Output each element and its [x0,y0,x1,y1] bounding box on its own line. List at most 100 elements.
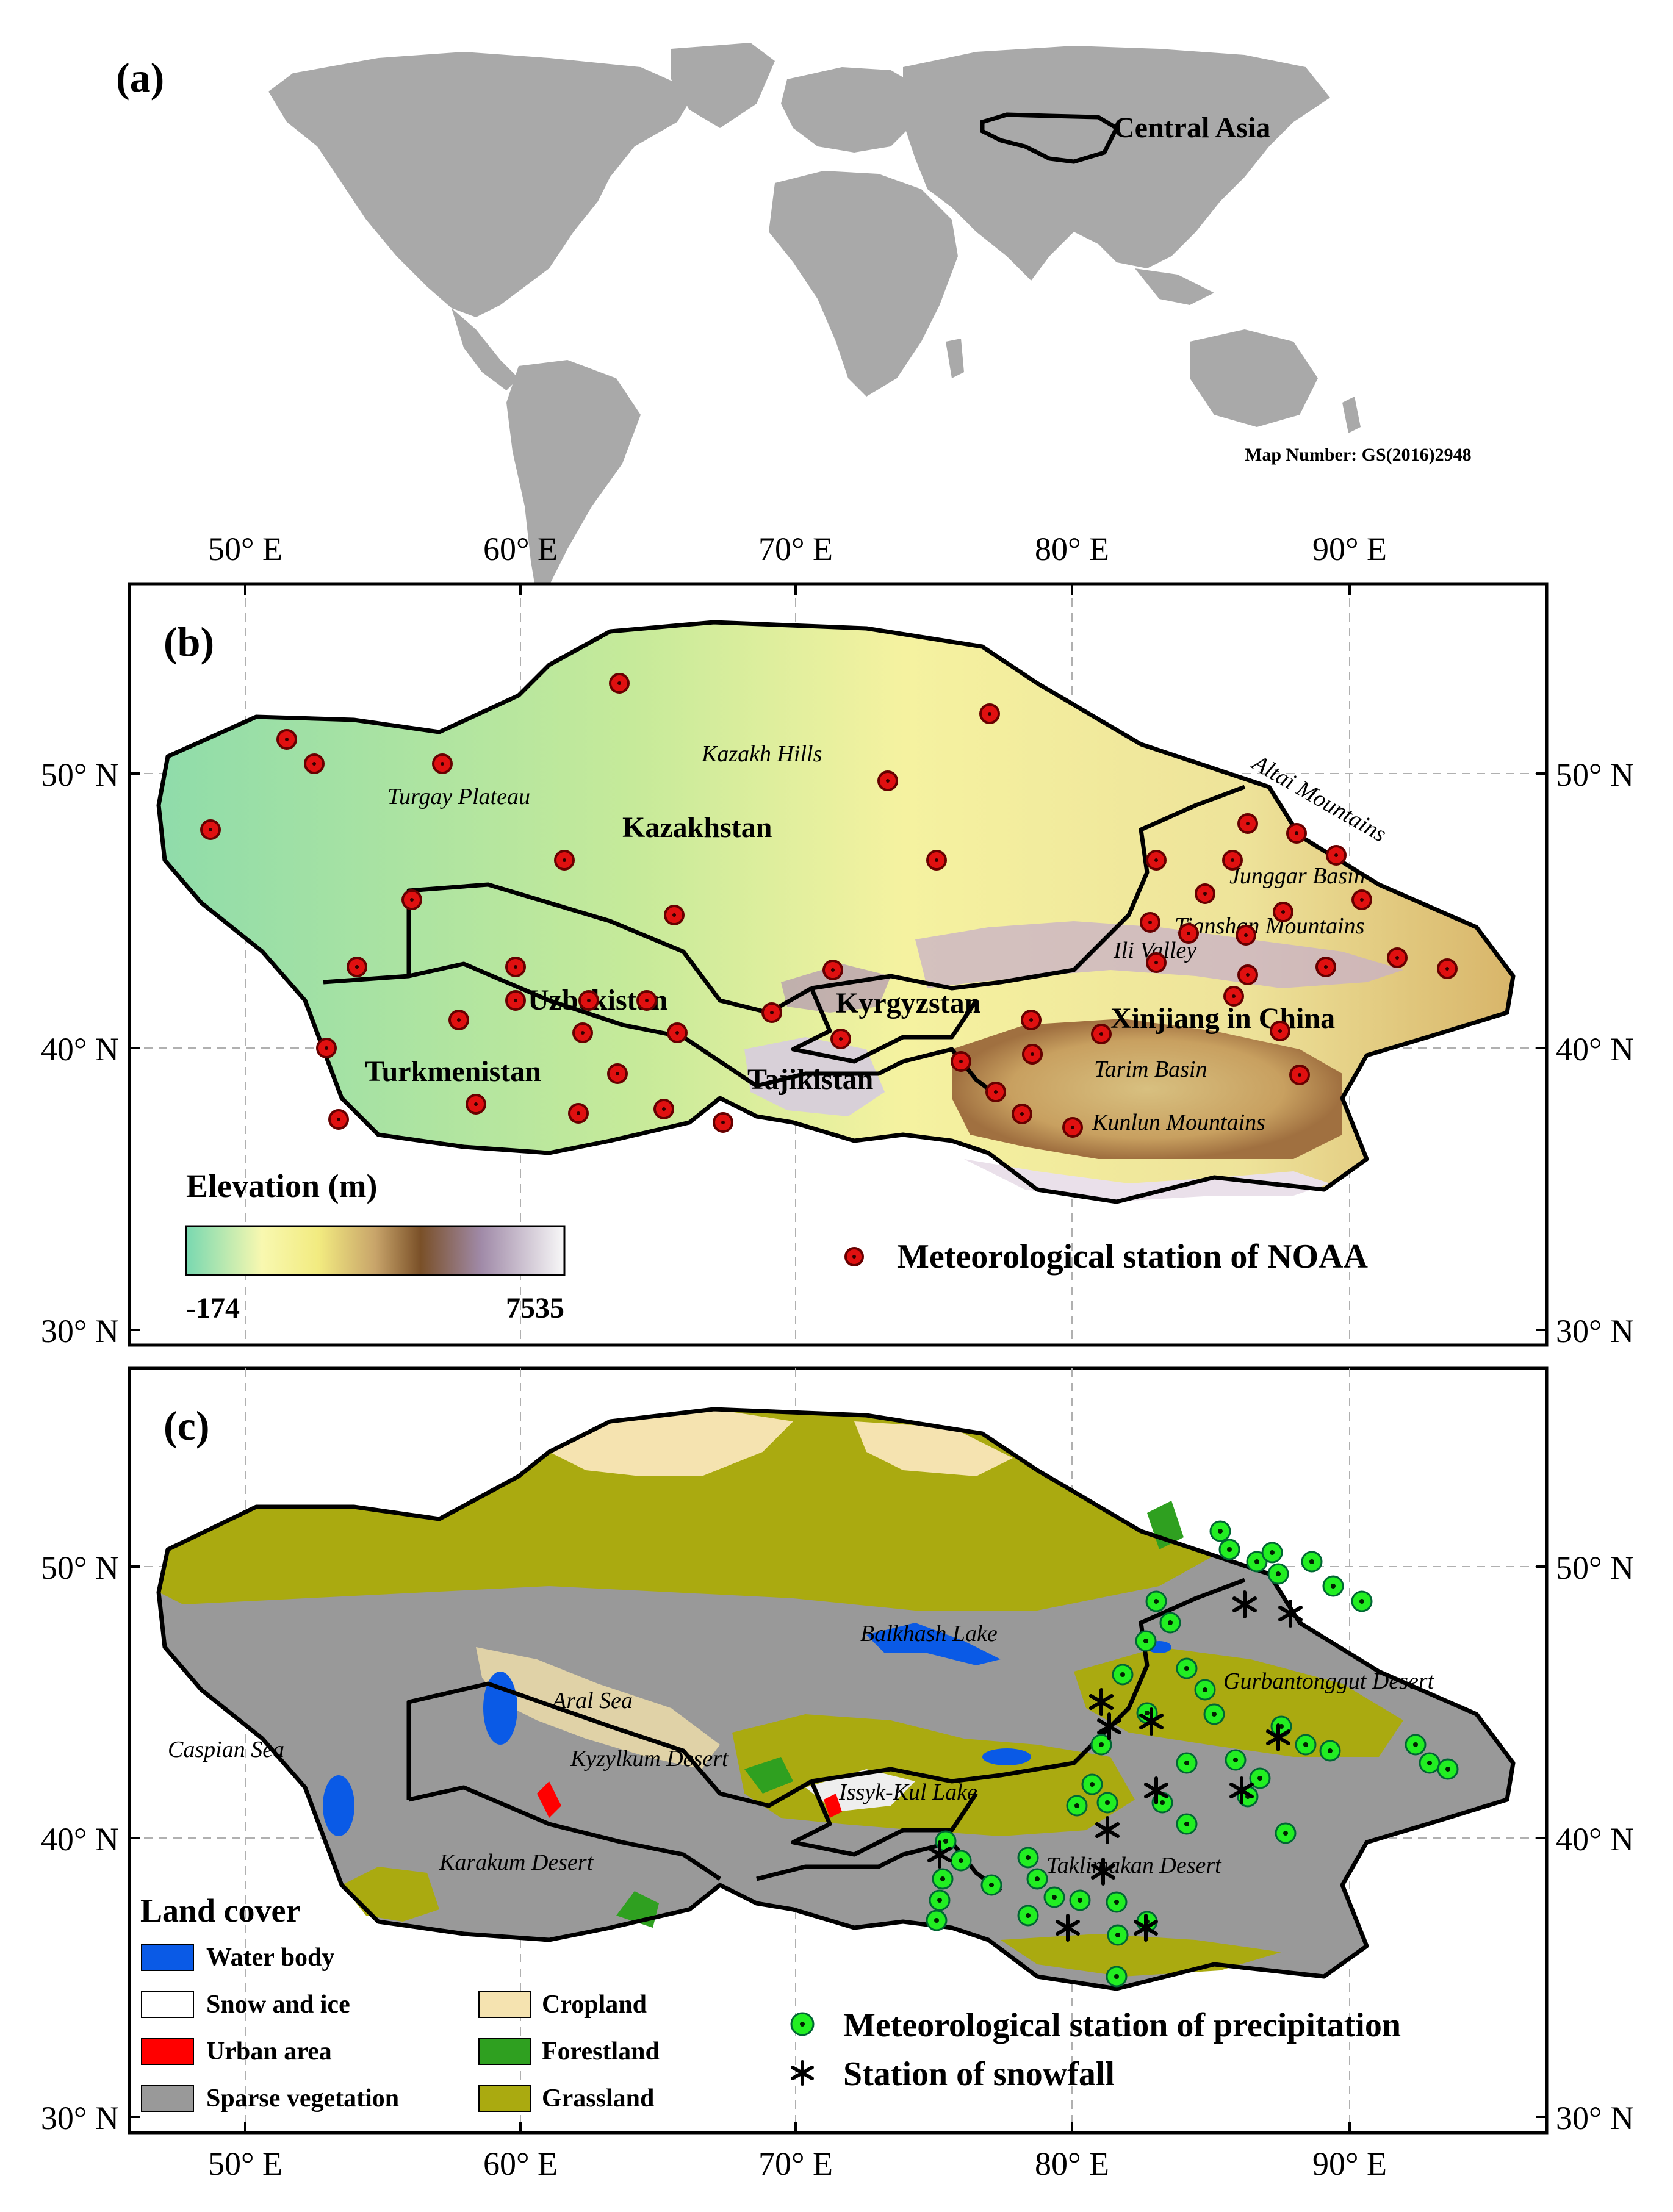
lon-tick-label: 60° E [483,531,558,567]
panel-b-lat-ticks: 50° N 40° N 30° N 50° N 40° N 30° N [41,756,1634,1349]
feature-label: Karakum Desert [439,1850,594,1875]
snowfall-stations [927,1590,1303,1942]
legend-label-forestland: Forestland [542,2038,660,2066]
panel-b-frame-ticks [129,584,1547,1331]
elevation-max-label: 7535 [506,1292,564,1324]
panel-c-feature-labels: Caspian Sea Aral Sea Kyzylkum Desert Kar… [168,1621,1435,1878]
lat-tick-label: 50° N [41,756,119,793]
snowfall-station-marker [1139,1707,1164,1736]
elevation-legend-title: Elevation (m) [186,1168,377,1204]
feature-label: Turgay Plateau [387,784,530,810]
snowfall-station-marker [1091,1858,1115,1886]
world-map [268,43,1361,598]
noaa-stations [200,673,1458,1138]
lon-tick-label: 90° E [1312,2146,1387,2182]
lat-tick-label: 40° N [41,1031,119,1068]
snowfall-station-marker [1056,1914,1080,1942]
panel-c-frame-ticks [129,1565,1547,2133]
panel-b-lon-ticks: 50° E 60° E 70° E 80° E 90° E [208,531,1387,567]
lat-tick-label: 50° N [41,1549,119,1586]
snowfall-station-marker [1097,1712,1121,1740]
lat-tick-label: 30° N [41,2100,119,2136]
legend-swatch-grassland [478,2085,531,2112]
legend-swatch-cropland [478,1991,531,2018]
feature-label: Tianshan Mountains [1175,913,1364,939]
panel-c-label: (c) [164,1402,209,1449]
country-label-xinjiang: Xinjiang in China [1110,1002,1335,1035]
lon-tick-label: 90° E [1312,531,1387,567]
lat-tick-label: 30° N [1556,1313,1634,1349]
feature-label: Taklimakan Desert [1046,1853,1222,1878]
panel-b-label: (b) [164,619,214,665]
lat-tick-label: 50° N [1556,1549,1634,1586]
lon-tick-label: 80° E [1035,2146,1109,2182]
map-number-label: Map Number: GS(2016)2948 [1245,445,1472,465]
country-label-kyrgyzstan: Kyrgyzstan [836,987,980,1019]
elevation-legend: Elevation (m) -174 7535 [185,1168,566,1324]
station-legend-c: Meteorological station of precipitation … [790,2006,1401,2093]
panel-c: 50° E 60° E 70° E 80° E 90° E 50° N 40° … [41,1366,1634,2182]
lon-tick-label: 50° E [208,531,282,567]
snowfall-station-marker [927,1840,952,1869]
legend-swatch-snow-ice [141,1991,194,2018]
feature-label: Kunlun Mountains [1092,1110,1265,1135]
lon-tick-label: 70° E [758,2146,833,2182]
feature-label: Kazakh Hills [701,741,822,767]
central-asia-outline [980,112,1120,164]
lat-tick-label: 30° N [41,1313,119,1349]
country-borders-c [156,1407,1516,1991]
country-label-tajikistan: Tajikistan [747,1063,873,1096]
panel-a-label: (a) [116,54,164,101]
land-cover-legend-title: Land cover [140,1892,301,1929]
lat-tick-label: 40° N [1556,1821,1634,1858]
country-label-turkmenistan: Turkmenistan [365,1055,541,1088]
legend-label-snow-ice: Snow and ice [206,1991,350,2019]
snowfall-station-legend-label: Station of snowfall [843,2055,1115,2093]
lat-tick-label: 40° N [1556,1031,1634,1068]
feature-label: Kyzylkum Desert [570,1746,729,1772]
feature-label: Balkhash Lake [860,1621,998,1646]
feature-label: Tarim Basin [1094,1057,1207,1082]
feature-label: Caspian Sea [168,1737,284,1762]
feature-label: Gurbantonggut Desert [1223,1668,1435,1694]
elevation-colorbar [185,1225,566,1276]
precipitation-station-legend-label: Meteorological station of precipitation [843,2006,1401,2044]
country-label-kazakhstan: Kazakhstan [622,811,772,844]
noaa-station-legend-label: Meteorological station of NOAA [897,1238,1368,1276]
snowfall-station-marker [1229,1776,1254,1804]
lat-tick-label: 50° N [1556,756,1634,793]
legend-label-grassland: Grassland [542,2085,654,2113]
snowfall-station-marker [1266,1723,1290,1751]
legend-swatch-urban [141,2038,194,2065]
lon-tick-label: 60° E [483,2146,558,2182]
snowfall-station-marker [1095,1816,1120,1844]
feature-label: Aral Sea [550,1688,633,1714]
legend-label-water-body: Water body [206,1944,334,1972]
legend-swatch-sparse-vegetation [141,2085,194,2112]
central-asia-label: Central Asia [1114,112,1270,144]
panel-a: (a) Central Asia Map Number: GS(2016)294… [116,43,1472,598]
snowfall-station-marker [1134,1914,1158,1942]
feature-label: Junggar Basin [1229,863,1365,889]
lon-tick-label: 70° E [758,531,833,567]
lat-tick-label: 40° N [41,1821,119,1858]
snowfall-station-marker [1232,1590,1257,1618]
legend-label-cropland: Cropland [542,1991,647,2019]
noaa-station-legend: Meteorological station of NOAA [844,1238,1368,1276]
country-borders-b [156,620,1516,1204]
snowfall-station-marker [1278,1600,1303,1628]
legend-swatch-forestland [478,2038,531,2065]
snowfall-station-marker [1089,1688,1114,1716]
panel-c-lat-ticks: 50° N 40° N 30° N 50° N 40° N 30° N [41,1549,1634,2136]
lon-tick-label: 50° E [208,2146,282,2182]
legend-swatch-water-body [141,1944,194,1971]
lat-tick-label: 30° N [1556,2100,1634,2136]
feature-label: Issyk-Kul Lake [838,1779,977,1805]
panel-b: 50° E 60° E 70° E 80° E 90° E 50° N 40° … [41,531,1634,1349]
land-cover-legend: Land cover Water body Snow and ice Urban… [140,1892,660,2113]
snowfall-station-legend-marker [791,2060,814,2086]
lon-tick-label: 80° E [1035,531,1109,567]
panel-c-lon-ticks: 50° E 60° E 70° E 80° E 90° E [208,2146,1387,2182]
legend-label-sparse-vegetation: Sparse vegetation [206,2085,399,2113]
